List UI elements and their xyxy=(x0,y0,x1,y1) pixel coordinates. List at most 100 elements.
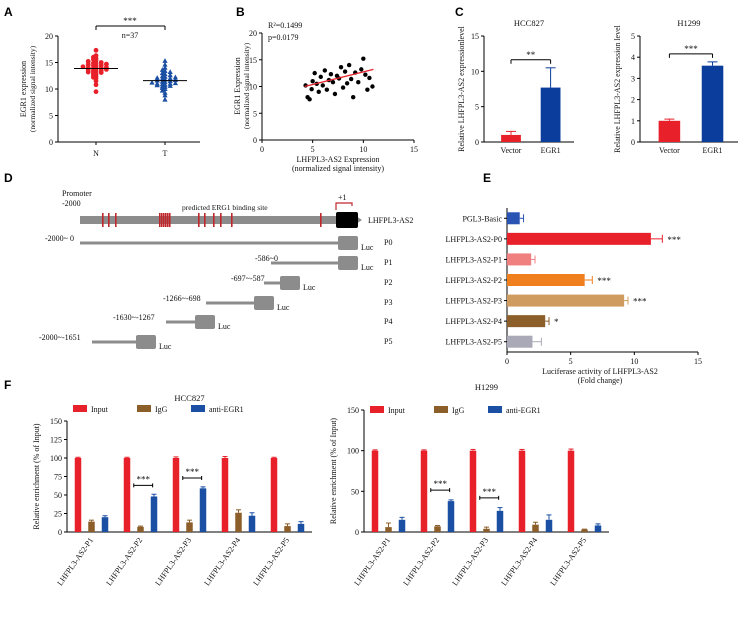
y-tick-label: 20 xyxy=(45,32,53,41)
binding-site-mark xyxy=(115,213,117,227)
t-group-point xyxy=(162,89,168,95)
panel-label-c: C xyxy=(455,5,464,19)
x-tick-label: T xyxy=(163,149,168,158)
t-group-point xyxy=(159,81,165,87)
bar xyxy=(172,458,180,532)
panel-a-scatter: 0 5 10 15 20 EGR1 expression (normalized signa… xyxy=(19,16,200,158)
bar xyxy=(507,315,546,328)
data-point xyxy=(351,95,356,100)
bar xyxy=(434,526,441,532)
x-tick-label: LHFPL3-AS2-P1 xyxy=(55,536,95,587)
construct-name: P4 xyxy=(384,317,392,326)
bar xyxy=(398,519,406,532)
t-group-point xyxy=(172,80,178,86)
y-tick-label: LHFPL3-AS2-P3 xyxy=(446,297,502,306)
bar xyxy=(123,458,131,532)
luc-box xyxy=(280,276,300,290)
binding-site-mark xyxy=(220,213,222,227)
y-tick-label: PGL3-Basic xyxy=(462,214,502,223)
n-group-point xyxy=(104,61,109,67)
construct-name: P3 xyxy=(384,298,392,307)
data-point xyxy=(359,67,364,72)
data-point xyxy=(338,65,344,70)
data-point xyxy=(318,74,323,80)
y-tick-label: 15 xyxy=(45,59,53,68)
legend-swatch xyxy=(73,405,87,412)
n-group-point xyxy=(98,60,104,65)
bar xyxy=(385,527,392,532)
bar xyxy=(420,450,428,532)
data-point xyxy=(342,69,348,74)
t-group-point xyxy=(159,76,165,81)
x-tick-label: 5 xyxy=(569,357,573,366)
legend-label: IgG xyxy=(155,405,168,414)
binding-site-mark xyxy=(320,213,322,227)
y-tick-label: 0 xyxy=(49,138,53,147)
x-tick-label: 10 xyxy=(630,357,638,366)
luc-label: Luc xyxy=(159,342,172,351)
construct-line xyxy=(271,261,339,265)
legend-swatch xyxy=(191,405,205,412)
binding-site-label: predicted ERG1 binding site xyxy=(182,203,268,212)
x-tick-label: LHFPL3-AS2-P3 xyxy=(450,536,490,587)
bar xyxy=(235,512,242,532)
t-group-point xyxy=(162,96,168,102)
legend-label: Input xyxy=(388,406,406,415)
legend-label: anti-EGR1 xyxy=(209,405,244,414)
n-count-label: n=37 xyxy=(122,31,139,40)
bar xyxy=(469,450,477,532)
y-axis-label: EGR1 expression xyxy=(19,61,28,117)
y-tick-label: 25 xyxy=(54,510,62,519)
significance-stars: ** xyxy=(526,50,536,60)
data-point xyxy=(340,85,346,90)
y-tick-label: 50 xyxy=(351,487,359,496)
binding-site-mark xyxy=(163,213,165,227)
legend-label: anti-EGR1 xyxy=(506,406,541,415)
construct-name: P5 xyxy=(384,337,392,346)
data-point xyxy=(332,91,338,97)
y-tick-label: 0 xyxy=(631,138,635,147)
binding-site-mark xyxy=(102,213,104,227)
bar xyxy=(507,335,533,348)
y-axis-label: EGR1 Expression xyxy=(233,57,242,115)
t-group-point xyxy=(167,72,173,78)
bar xyxy=(540,87,561,142)
y-tick-label: 10 xyxy=(249,83,257,92)
x-tick-label: LHFPL3-AS2-P2 xyxy=(401,536,441,587)
data-point xyxy=(356,80,361,85)
y-tick-label: 20 xyxy=(249,29,257,38)
construct-name: P0 xyxy=(384,238,392,247)
bar xyxy=(221,458,229,532)
panel-f-hcc827-chip: HCC827 Input IgG anti-EGR1 0 25 50 75 100 125 150 R… xyxy=(32,393,312,587)
bar xyxy=(270,458,278,532)
bar xyxy=(297,523,305,532)
y-tick-label: 150 xyxy=(347,406,359,415)
bar xyxy=(532,524,539,532)
x-tick-label: LHFPL3-AS2-P3 xyxy=(153,536,193,587)
bar xyxy=(658,120,681,142)
y-tick-label: 125 xyxy=(50,436,62,445)
bar xyxy=(150,496,158,532)
chart-title: HCC827 xyxy=(514,18,544,28)
significance-stars: *** xyxy=(667,235,681,245)
y-tick-label: 1 xyxy=(631,117,635,126)
bar xyxy=(199,488,207,532)
data-point xyxy=(365,87,370,92)
n-group-point xyxy=(85,59,91,64)
bar xyxy=(284,526,291,532)
luc-label: Luc xyxy=(361,263,374,272)
bar xyxy=(137,526,144,532)
data-point xyxy=(361,56,366,61)
bar xyxy=(507,212,520,225)
panel-label-d: D xyxy=(4,171,13,185)
binding-site-mark xyxy=(231,213,233,227)
t-group-point xyxy=(159,73,165,79)
tss-arrow xyxy=(335,202,353,210)
bar xyxy=(447,501,455,532)
legend-swatch xyxy=(137,405,151,412)
gene-label: LHFPL3-AS2 xyxy=(368,216,413,225)
construct-range-label: -1630~-1267 xyxy=(113,313,155,322)
binding-site-mark xyxy=(161,213,163,227)
n-group-point xyxy=(80,64,86,70)
